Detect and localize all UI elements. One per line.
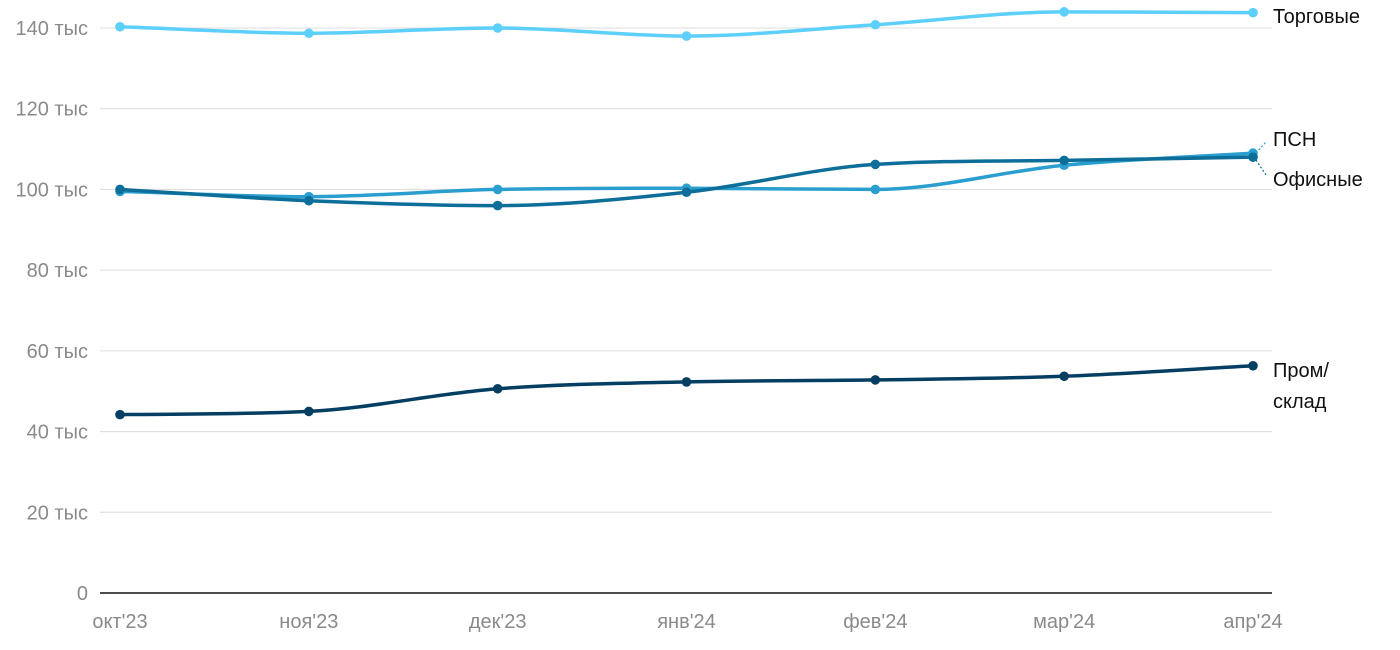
data-point <box>492 184 503 195</box>
data-point <box>492 200 503 211</box>
data-point <box>681 377 692 387</box>
series-lines <box>118 10 1255 417</box>
x-tick-label: апр'24 <box>1223 611 1282 633</box>
y-tick-label: 40 тыс <box>27 422 88 444</box>
data-point <box>115 21 125 32</box>
data-point <box>115 409 125 420</box>
data-point <box>870 184 881 195</box>
y-axis-ticks: 0 20 тыс 40 тыс 60 тыс 80 тыс 100 тыс 120 тыс 1… <box>16 18 88 605</box>
label-leader-line <box>1255 141 1267 154</box>
data-point <box>1248 7 1258 18</box>
x-tick-label: фев'24 <box>843 611 907 633</box>
y-tick-label: 80 тыс <box>27 260 88 282</box>
x-tick-label: янв'24 <box>657 611 716 633</box>
x-tick-label: дек'23 <box>469 611 527 633</box>
y-tick-label: 60 тыс <box>27 341 88 363</box>
data-point <box>870 375 881 385</box>
data-point <box>681 31 692 41</box>
data-point <box>1059 7 1069 17</box>
x-tick-label: ноя'23 <box>279 611 338 633</box>
series-label-line: Торговые <box>1273 6 1360 28</box>
data-point <box>1248 152 1258 162</box>
series-label: Офисные <box>1273 169 1363 191</box>
x-tick-label: мар'24 <box>1033 611 1095 633</box>
y-tick-label: 100 тыс <box>16 179 88 201</box>
series-points <box>115 7 1258 420</box>
y-tick-label: 0 <box>77 583 88 605</box>
series-label-line: склад <box>1273 391 1327 413</box>
series-label: Торговые <box>1273 6 1360 28</box>
data-point <box>492 23 503 33</box>
series-label: Пром/склад <box>1273 360 1329 413</box>
data-point <box>304 406 314 417</box>
series-label: ПСН <box>1273 129 1316 151</box>
data-point <box>681 187 692 198</box>
data-point <box>1248 360 1258 371</box>
data-point <box>304 195 314 206</box>
data-point <box>1059 155 1069 166</box>
y-tick-label: 120 тыс <box>16 99 88 121</box>
y-tick-label: 20 тыс <box>27 502 88 524</box>
series-labels: Торговые ПСН Офисные Пром/склад <box>1255 6 1363 413</box>
series-label-line: Пром/ <box>1273 360 1329 382</box>
data-point <box>870 19 881 30</box>
y-tick-label: 140 тыс <box>16 18 88 40</box>
gridlines <box>100 27 1272 594</box>
data-point <box>115 184 125 195</box>
x-tick-label: окт'23 <box>92 611 147 633</box>
data-point <box>1059 371 1069 382</box>
data-point <box>304 28 314 39</box>
series-line <box>118 364 1255 417</box>
series-label-line: ПСН <box>1273 129 1316 151</box>
series-label-line: Офисные <box>1273 169 1363 191</box>
data-point <box>870 159 881 170</box>
data-point <box>492 383 503 394</box>
x-axis-ticks: окт'23 ноя'23 дек'23 янв'24 фев'24 мар'24 апр'… <box>92 611 1282 633</box>
label-leader-line <box>1255 159 1267 176</box>
